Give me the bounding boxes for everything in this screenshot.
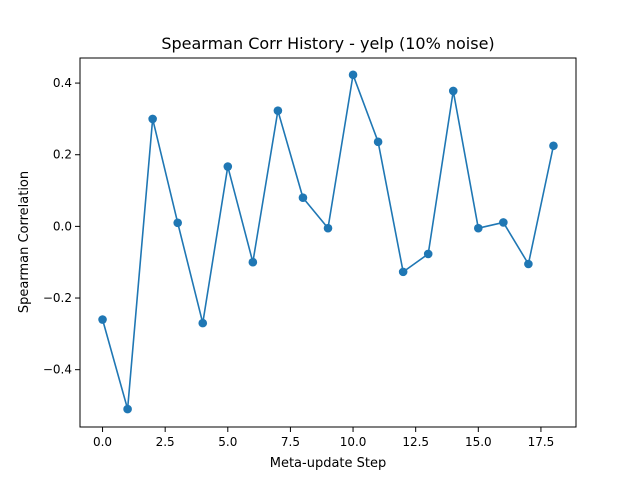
x-axis-label: Meta-update Step — [270, 456, 387, 471]
y-tick-label: 0.2 — [53, 148, 72, 162]
x-tick-label: 10.0 — [340, 435, 367, 449]
y-axis-label: Spearman Correlation — [17, 171, 32, 313]
y-tick-label: −0.4 — [43, 363, 72, 377]
y-tick-label: 0.4 — [53, 76, 72, 90]
data-point — [148, 114, 157, 124]
x-tick-label: 7.5 — [281, 435, 300, 449]
x-tick-label: 2.5 — [156, 435, 175, 449]
data-point — [173, 218, 182, 228]
plot-frame — [79, 57, 577, 428]
data-point — [373, 137, 383, 147]
x-tick-label: 15.0 — [465, 435, 492, 449]
y-tick-label: −0.2 — [43, 291, 72, 305]
data-point — [448, 86, 458, 96]
data-point — [273, 106, 283, 115]
x-tick-label: 0.0 — [93, 435, 112, 449]
data-point — [549, 141, 558, 151]
data-point — [98, 315, 107, 324]
plot-area: 0.0 2.5 5.0 7.5 10.0 12.5 15.0 17.5 −0.4 −0.2 0.0 0… — [43, 57, 577, 449]
data-point — [524, 259, 533, 269]
x-tick-label: 17.5 — [528, 435, 555, 449]
data-point — [323, 223, 333, 233]
x-tick-label: 5.0 — [218, 435, 237, 449]
x-tick-label: 12.5 — [402, 435, 429, 449]
data-point — [474, 223, 483, 233]
y-tick-label: 0.0 — [53, 219, 72, 233]
data-point — [348, 70, 358, 80]
series-line — [101, 74, 555, 410]
data-point — [423, 249, 433, 259]
data-point — [198, 318, 208, 328]
data-point — [248, 257, 258, 267]
chart-title: Spearman Corr History - yelp (10% noise) — [161, 34, 494, 53]
data-point — [398, 267, 408, 277]
data-point — [499, 218, 508, 227]
data-point — [298, 193, 308, 203]
data-point — [223, 162, 233, 171]
data-point — [123, 404, 132, 414]
